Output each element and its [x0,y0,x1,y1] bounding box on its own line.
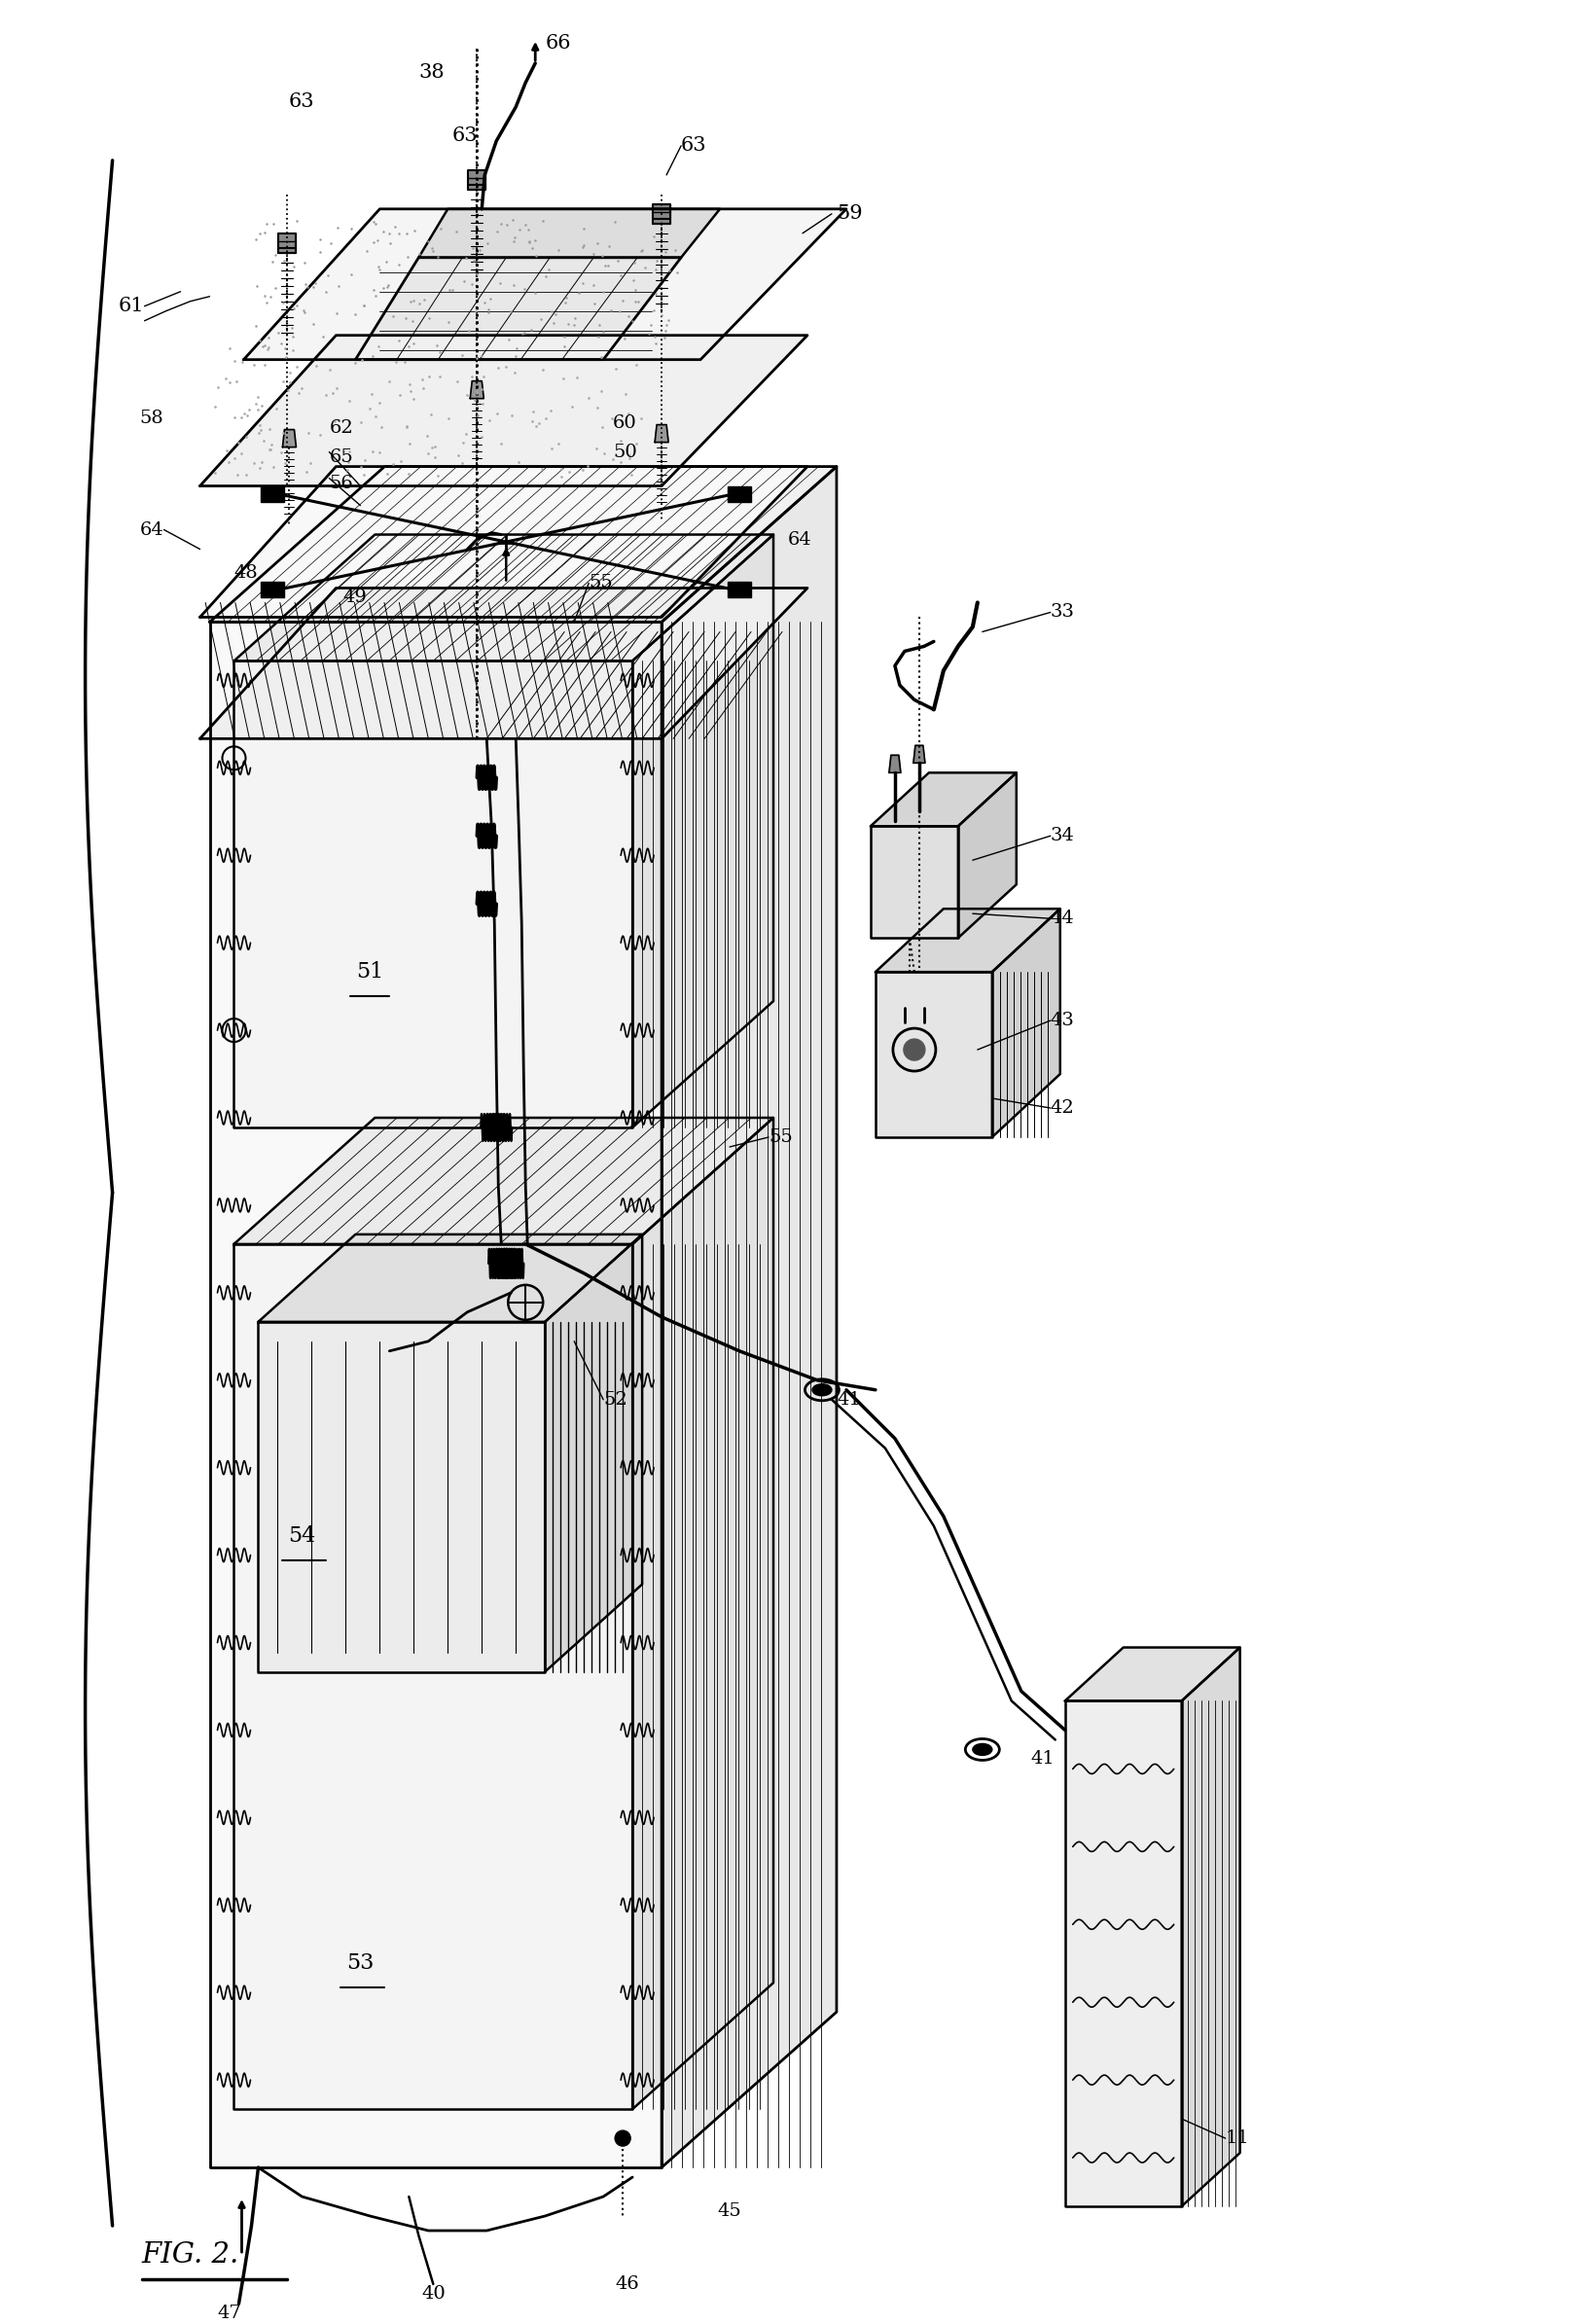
Bar [261,583,285,597]
Text: 41: 41 [836,1390,860,1408]
Text: 55: 55 [769,1129,792,1146]
Polygon shape [419,209,720,258]
Text: 11: 11 [1225,2129,1249,2147]
Polygon shape [1065,1701,1181,2205]
Polygon shape [244,209,846,360]
Text: 63: 63 [680,137,707,156]
Text: 42: 42 [1051,1099,1074,1118]
Text: 49: 49 [343,588,367,607]
Polygon shape [876,909,1060,971]
Polygon shape [871,772,1016,825]
Text: 61: 61 [118,297,145,316]
Text: 40: 40 [421,2284,446,2303]
Polygon shape [279,232,296,253]
Polygon shape [1181,1648,1240,2205]
Text: 60: 60 [613,414,638,432]
Text: FIG. 2.: FIG. 2. [142,2240,239,2268]
Text: 64: 64 [788,530,813,548]
Ellipse shape [813,1385,832,1397]
Polygon shape [655,425,668,442]
Bar [728,486,751,502]
Polygon shape [258,1234,643,1322]
Polygon shape [654,205,671,223]
Text: 46: 46 [616,2275,639,2294]
Polygon shape [200,335,808,486]
Ellipse shape [973,1743,992,1755]
Text: 62: 62 [329,418,353,437]
Polygon shape [235,660,633,1127]
Text: 53: 53 [346,1952,375,1973]
Text: 63: 63 [452,128,479,146]
Bar [728,583,751,597]
Polygon shape [471,381,484,397]
Text: 66: 66 [545,35,570,53]
Text: 44: 44 [1051,909,1074,927]
Polygon shape [958,772,1016,939]
Polygon shape [914,746,925,762]
Text: 56: 56 [329,474,353,493]
Text: 55: 55 [589,574,613,593]
Text: 33: 33 [1051,604,1074,621]
Text: 41: 41 [1032,1750,1055,1769]
Text: 58: 58 [140,409,164,428]
Polygon shape [200,588,808,739]
Text: 65: 65 [329,449,353,465]
Text: 48: 48 [235,565,258,583]
Polygon shape [633,535,773,1127]
Polygon shape [871,825,958,939]
Polygon shape [356,258,680,360]
Polygon shape [1065,1648,1240,1701]
Polygon shape [662,467,836,2168]
Text: 43: 43 [1051,1011,1074,1030]
Polygon shape [200,467,808,618]
Circle shape [904,1039,925,1060]
Text: 47: 47 [217,2305,241,2322]
Polygon shape [235,535,773,660]
Text: 34: 34 [1051,827,1074,844]
Polygon shape [876,971,992,1136]
Polygon shape [258,1322,545,1671]
Polygon shape [992,909,1060,1136]
Polygon shape [282,430,296,446]
Polygon shape [468,170,485,191]
Polygon shape [235,1243,633,2110]
Text: 51: 51 [356,962,384,983]
Text: 45: 45 [718,2203,742,2219]
Text: 59: 59 [836,205,863,223]
Text: 64: 64 [140,521,164,539]
Polygon shape [545,1234,643,1671]
Text: 52: 52 [603,1390,627,1408]
Text: 50: 50 [613,444,638,460]
Circle shape [614,2131,630,2145]
Bar [261,486,285,502]
Polygon shape [888,755,901,772]
Polygon shape [209,623,662,2168]
Text: 63: 63 [290,93,315,112]
Text: 38: 38 [419,63,444,81]
Polygon shape [633,1118,773,2110]
Polygon shape [235,1118,773,1243]
Text: 54: 54 [288,1525,315,1545]
Polygon shape [209,467,836,623]
